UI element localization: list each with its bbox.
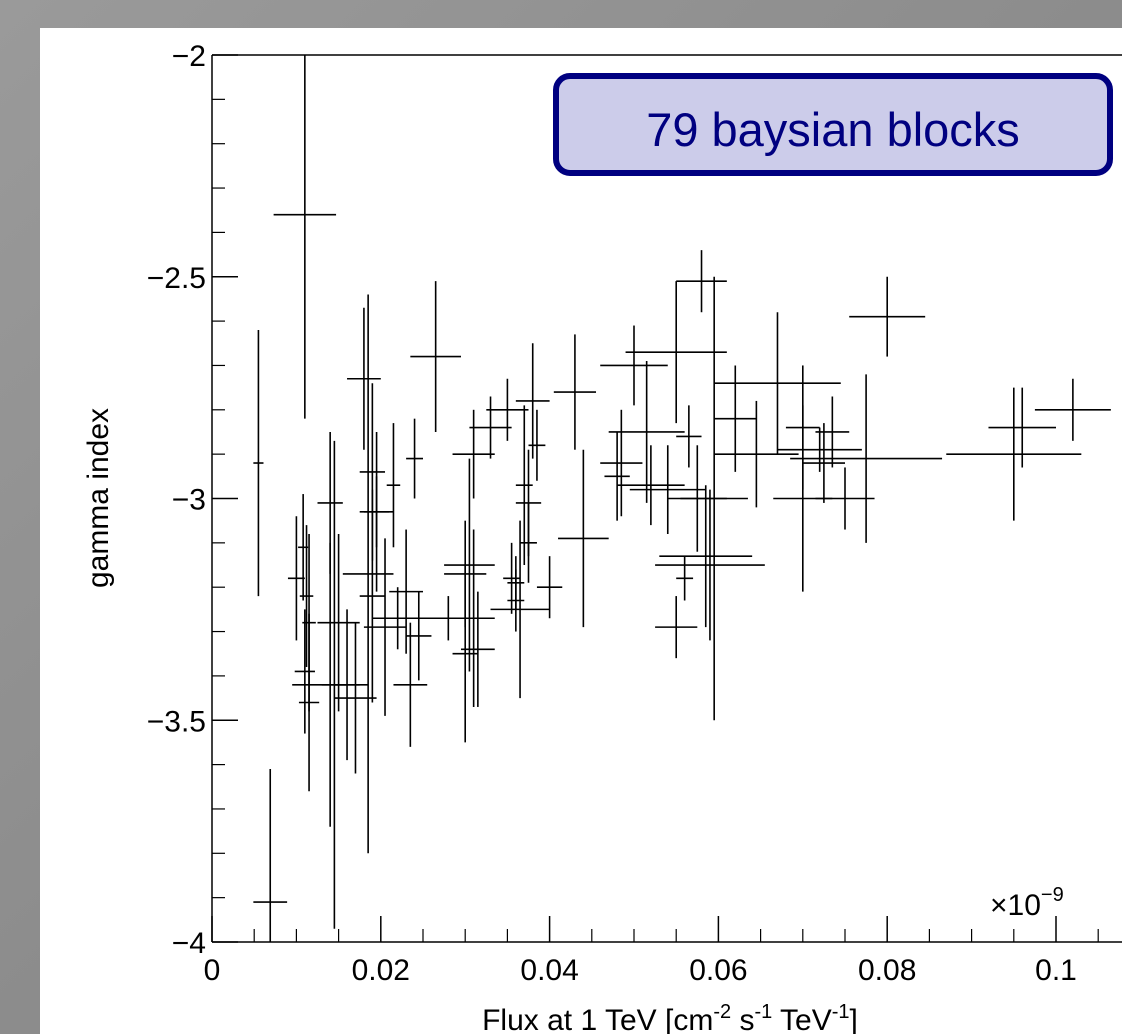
- y-tick-label: −4: [172, 927, 206, 960]
- x-tick-label: 0.04: [520, 954, 578, 987]
- y-axis-label: gamma index: [82, 408, 115, 588]
- x-multiplier: ×10−9: [990, 884, 1064, 922]
- x-tick-label: 0.08: [858, 954, 916, 987]
- x-label-sup: -2: [713, 1001, 731, 1023]
- y-tick-label: −3.5: [147, 705, 206, 738]
- y-tick-label: −2: [172, 40, 206, 73]
- multiplier-exponent: −9: [1041, 884, 1064, 906]
- x-label-part: s: [731, 1004, 754, 1034]
- x-axis-label: Flux at 1 TeV [cm-2 s-1 TeV-1]: [482, 1001, 858, 1034]
- panel: [40, 28, 1122, 1034]
- annotation-box: [553, 73, 1113, 176]
- multiplier-base: ×10: [990, 889, 1041, 922]
- x-label-part: ]: [850, 1004, 858, 1034]
- y-tick-label: −3: [172, 484, 206, 517]
- x-tick-label: 0.02: [352, 954, 410, 987]
- x-label-part: TeV: [772, 1004, 832, 1034]
- error-bars: [253, 55, 1111, 942]
- x-label-sup: -1: [754, 1001, 772, 1023]
- x-tick-label: 0.1: [1035, 954, 1077, 987]
- y-tick-label: −2.5: [147, 262, 206, 295]
- x-tick-label: 0.06: [689, 954, 747, 987]
- x-label-sup: -1: [832, 1001, 850, 1023]
- x-label-part: Flux at 1 TeV [cm: [482, 1004, 713, 1034]
- annotation: 79 baysian blocks: [646, 103, 1020, 156]
- x-tick-label: 0: [204, 954, 221, 987]
